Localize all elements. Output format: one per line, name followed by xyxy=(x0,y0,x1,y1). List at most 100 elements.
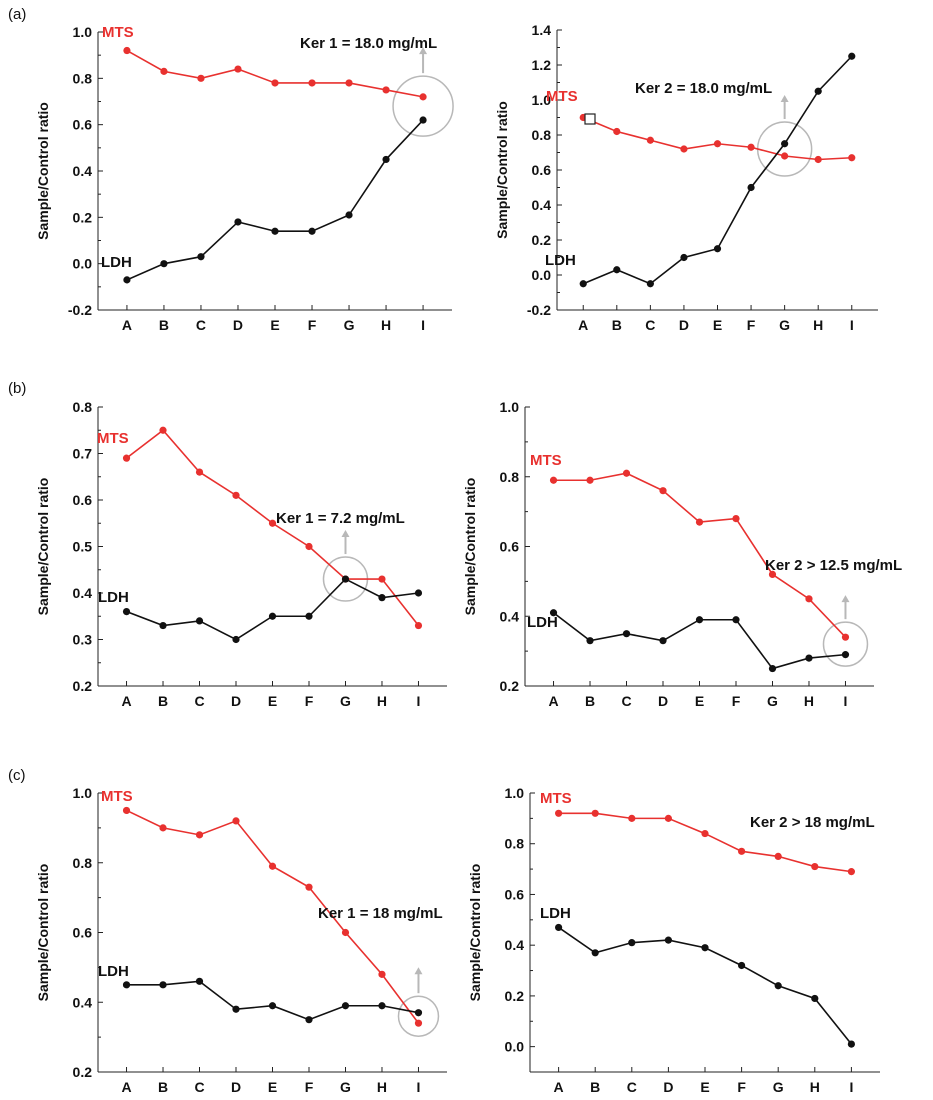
point-mts xyxy=(232,817,240,825)
point-ldh xyxy=(579,280,587,288)
point-mts xyxy=(341,928,350,937)
point-ldh xyxy=(805,654,813,662)
x-tick-label: H xyxy=(381,317,391,333)
point-ldh xyxy=(747,183,755,192)
point-ldh xyxy=(308,227,316,235)
y-tick-label: 0.6 xyxy=(73,117,93,133)
highlight-arrowhead xyxy=(780,95,789,102)
x-tick-label: I xyxy=(850,317,854,333)
point-mts xyxy=(419,93,427,101)
x-tick-label: H xyxy=(813,317,823,333)
chart-b-left: 0.2 0.3 0.4 0.5 0.6 0.7 0.8 A B C D E F G H I Sample/Con… xyxy=(35,399,447,709)
point-mts xyxy=(414,621,423,630)
x-tick-label: E xyxy=(695,693,704,709)
series-line-mts xyxy=(553,472,847,638)
x-tick-label: B xyxy=(590,1079,600,1095)
annotation-label: Ker 1 = 18.0 mg/mL xyxy=(300,35,437,52)
point-mts xyxy=(555,809,563,817)
point-ldh xyxy=(268,1002,277,1010)
point-mts xyxy=(622,469,631,477)
point-ldh xyxy=(122,608,131,616)
x-tick-label: D xyxy=(663,1079,673,1095)
y-tick-label: 0.8 xyxy=(73,855,93,871)
x-tick-label: G xyxy=(340,693,351,709)
x-tick-label: F xyxy=(308,317,317,333)
x-tick-label: H xyxy=(377,1079,387,1095)
y-tick-label: 0.8 xyxy=(505,836,525,852)
point-ldh xyxy=(232,1005,240,1013)
point-mts xyxy=(664,814,673,822)
x-tick-label: E xyxy=(700,1079,709,1095)
point-mts xyxy=(747,143,755,151)
point-ldh xyxy=(659,637,667,645)
y-tick-label: 0.4 xyxy=(505,937,525,953)
point-ldh xyxy=(195,977,204,985)
point-mts xyxy=(308,79,316,87)
point-ldh xyxy=(555,923,563,932)
point-ldh xyxy=(646,280,654,288)
x-tick-label: E xyxy=(268,693,277,709)
point-ldh xyxy=(811,994,819,1003)
point-mts xyxy=(234,65,242,73)
point-mts xyxy=(646,136,654,144)
point-mts xyxy=(305,542,313,551)
y-tick-label: 1.0 xyxy=(505,785,525,801)
point-ldh xyxy=(341,1002,350,1010)
x-tick-label: F xyxy=(732,693,741,709)
y-tick-label: 0.4 xyxy=(532,197,552,213)
y-tick-label: 0.4 xyxy=(73,994,93,1010)
y-tick-label: 0.2 xyxy=(505,988,525,1004)
x-tick-label: D xyxy=(233,317,243,333)
point-ldh xyxy=(701,944,709,952)
series-line-ldh xyxy=(126,980,419,1021)
x-tick-label: I xyxy=(844,693,848,709)
x-tick-label: F xyxy=(747,317,756,333)
point-ldh xyxy=(732,616,740,624)
series-label-mts: MTS xyxy=(530,452,562,469)
y-axis-label: Sample/Control ratio xyxy=(35,478,51,616)
point-mts xyxy=(268,862,277,870)
point-ldh xyxy=(622,630,631,638)
point-mts xyxy=(232,491,240,499)
panel-label-a: (a) xyxy=(8,6,27,23)
y-tick-label: 0.7 xyxy=(73,446,93,462)
point-mts xyxy=(713,140,722,148)
point-mts xyxy=(841,633,850,641)
x-tick-label: B xyxy=(585,693,595,709)
point-ldh xyxy=(814,87,822,95)
point-ldh xyxy=(781,140,789,148)
point-ldh xyxy=(382,155,390,164)
point-mts xyxy=(847,868,855,876)
point-mts xyxy=(732,515,740,523)
point-ldh xyxy=(713,245,722,253)
point-mts xyxy=(378,970,386,978)
x-tick-label: E xyxy=(268,1079,277,1095)
highlight-arrowhead xyxy=(419,47,428,55)
y-tick-label: 0.4 xyxy=(73,163,93,179)
x-tick-label: B xyxy=(612,317,622,333)
chart-c-left: 0.2 0.4 0.6 0.8 1.0 A B C D E F G H I Sample/Control r… xyxy=(35,785,447,1095)
point-mts xyxy=(549,476,558,484)
x-tick-label: I xyxy=(417,1079,421,1095)
y-tick-label: 0.6 xyxy=(73,492,93,508)
y-tick-label: 1.0 xyxy=(532,92,552,108)
chart-a-right: -0.2 0.0 0.2 0.4 0.6 0.8 1.0 1.2 1.4 A B C D E F G H I Sam… xyxy=(494,22,878,333)
x-tick-label: D xyxy=(658,693,668,709)
point-mts xyxy=(848,154,856,162)
point-mts xyxy=(160,67,168,75)
series-line-ldh xyxy=(126,578,419,641)
legend-square-icon xyxy=(584,113,596,125)
y-tick-label: 0.4 xyxy=(500,608,520,624)
point-ldh xyxy=(848,52,856,60)
y-tick-label: 0.8 xyxy=(73,399,93,415)
point-ldh xyxy=(414,589,423,597)
point-ldh xyxy=(341,575,350,583)
y-tick-label: 0.8 xyxy=(532,127,552,143)
point-ldh xyxy=(847,1040,855,1048)
point-mts xyxy=(268,519,277,527)
point-ldh xyxy=(737,961,746,970)
point-mts xyxy=(195,468,204,476)
y-tick-label: 1.0 xyxy=(73,24,93,40)
point-mts xyxy=(814,155,822,164)
x-tick-label: C xyxy=(621,693,631,709)
